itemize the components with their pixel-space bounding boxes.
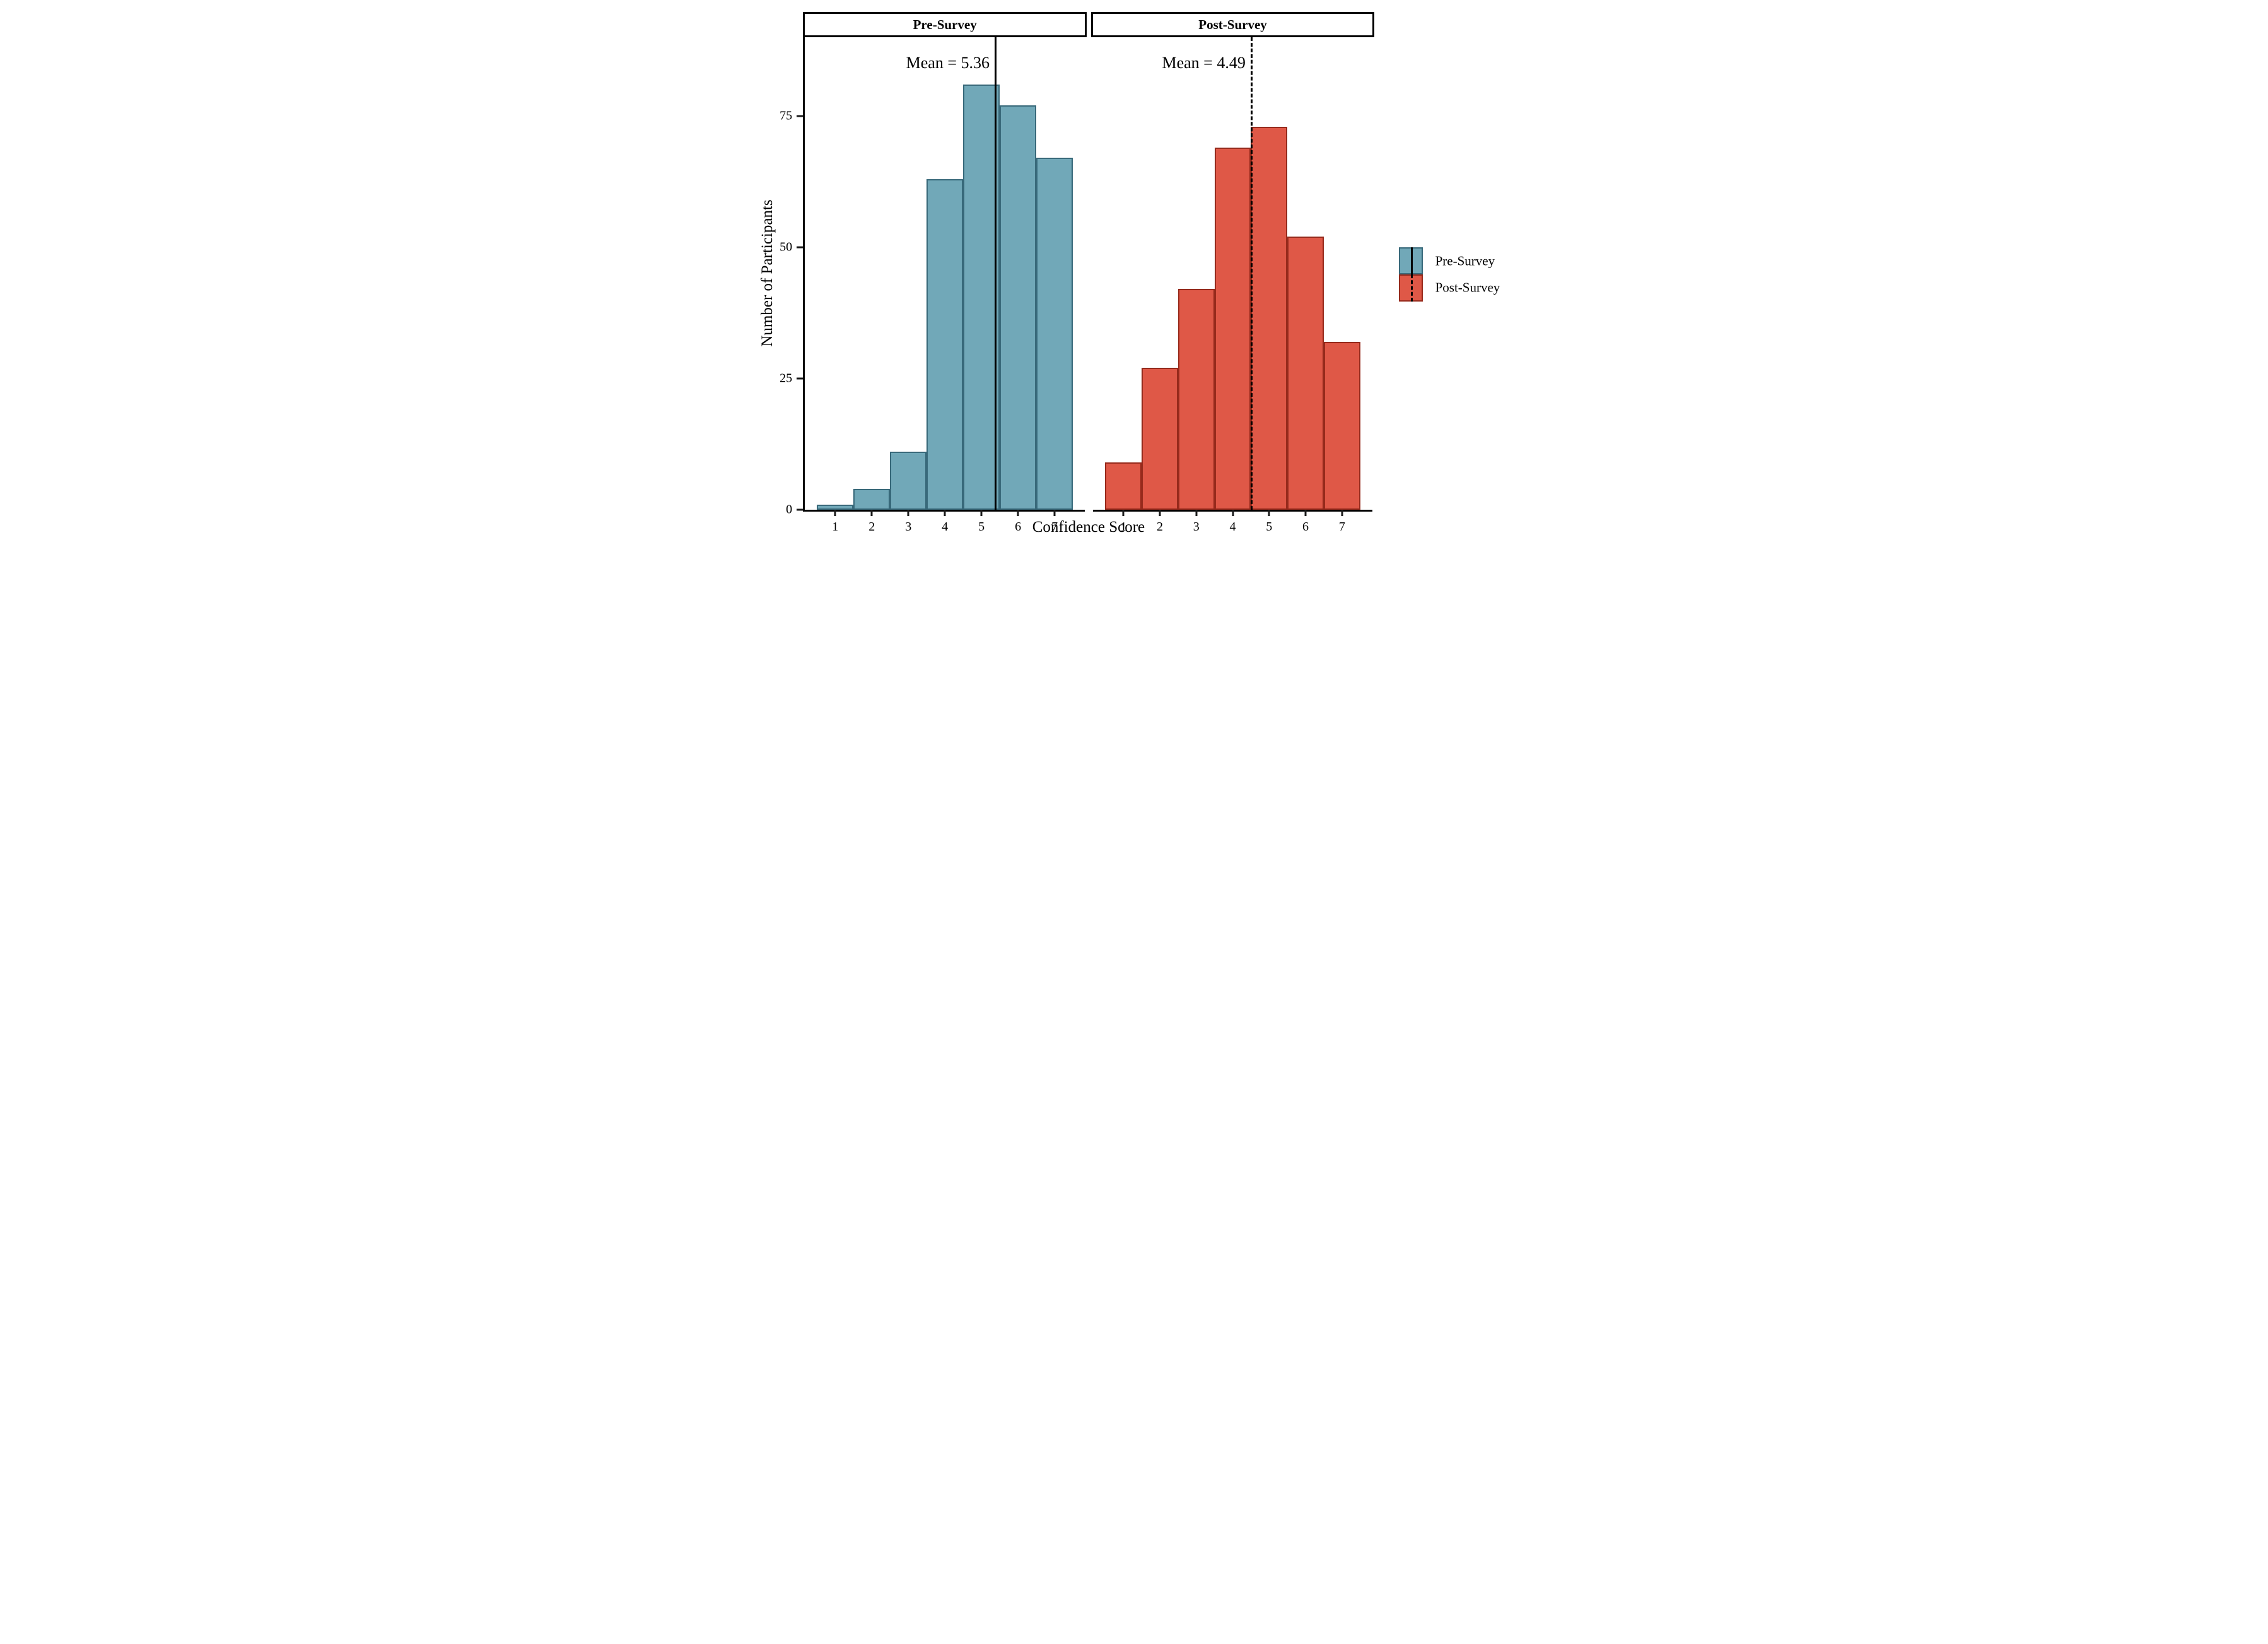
x-tick-mark-post-survey-6 bbox=[1304, 509, 1307, 516]
bar-pre-survey-7 bbox=[1036, 158, 1073, 510]
y-tick-mark-75 bbox=[797, 115, 804, 117]
bar-post-survey-1 bbox=[1105, 462, 1142, 510]
bar-pre-survey-2 bbox=[853, 488, 891, 510]
mean-annotation-pre-survey: Mean = 5.36 bbox=[906, 54, 990, 73]
legend-key-post-survey bbox=[1399, 274, 1423, 302]
x-tick-mark-post-survey-4 bbox=[1232, 509, 1234, 516]
chart-figure: Number of Participants Confidence Score … bbox=[756, 0, 1512, 549]
y-axis-title: Number of Participants bbox=[758, 199, 776, 348]
facet-strip-label: Post-Survey bbox=[1198, 16, 1267, 32]
y-tick-mark-25 bbox=[797, 377, 804, 380]
x-tick-label-pre-survey-2: 2 bbox=[868, 519, 875, 534]
y-tick-label-75: 75 bbox=[780, 109, 793, 123]
panel-post-survey: Mean = 4.49 bbox=[1093, 37, 1372, 512]
bar-post-survey-7 bbox=[1323, 341, 1360, 510]
facet-strip-post-survey: Post-Survey bbox=[1091, 12, 1374, 38]
bar-post-survey-6 bbox=[1287, 237, 1324, 510]
x-tick-mark-post-survey-1 bbox=[1122, 509, 1125, 516]
x-tick-label-post-survey-6: 6 bbox=[1302, 519, 1309, 534]
x-axis-title: Confidence Score bbox=[1032, 519, 1145, 536]
x-tick-label-post-survey-5: 5 bbox=[1266, 519, 1273, 534]
legend-label-post-survey: Post-Survey bbox=[1435, 279, 1500, 295]
panel-pre-survey: Mean = 5.36 bbox=[803, 37, 1085, 512]
x-tick-mark-pre-survey-4 bbox=[944, 509, 946, 516]
mean-line-post-survey bbox=[1250, 37, 1253, 510]
y-tick-mark-0 bbox=[797, 508, 804, 511]
y-tick-mark-50 bbox=[797, 246, 804, 249]
x-tick-label-pre-survey-7: 7 bbox=[1051, 519, 1058, 534]
x-tick-mark-pre-survey-2 bbox=[870, 509, 873, 516]
legend-key-line-solid bbox=[1411, 247, 1413, 275]
x-tick-mark-pre-survey-5 bbox=[980, 509, 983, 516]
x-tick-mark-pre-survey-3 bbox=[907, 509, 909, 516]
x-tick-label-pre-survey-3: 3 bbox=[905, 519, 912, 534]
x-tick-mark-post-survey-5 bbox=[1268, 509, 1270, 516]
bar-post-survey-3 bbox=[1178, 289, 1215, 510]
facet-strip-pre-survey: Pre-Survey bbox=[803, 12, 1087, 38]
x-tick-mark-pre-survey-7 bbox=[1053, 509, 1056, 516]
x-tick-label-post-survey-4: 4 bbox=[1229, 519, 1236, 534]
y-tick-label-0: 0 bbox=[786, 502, 793, 517]
x-tick-label-post-survey-3: 3 bbox=[1193, 519, 1200, 534]
mean-annotation-post-survey: Mean = 4.49 bbox=[1162, 54, 1246, 73]
y-axis-line bbox=[803, 37, 805, 512]
bar-post-survey-5 bbox=[1251, 126, 1288, 510]
x-tick-mark-post-survey-7 bbox=[1341, 509, 1343, 516]
x-tick-mark-pre-survey-1 bbox=[834, 509, 836, 516]
bar-post-survey-4 bbox=[1214, 147, 1251, 510]
x-tick-mark-pre-survey-6 bbox=[1017, 509, 1019, 516]
x-tick-label-post-survey-7: 7 bbox=[1338, 519, 1345, 534]
x-tick-label-post-survey-2: 2 bbox=[1157, 519, 1164, 534]
legend-key-pre-survey bbox=[1399, 247, 1423, 275]
bar-post-survey-2 bbox=[1142, 368, 1178, 510]
legend-key-line-dashed bbox=[1411, 274, 1413, 302]
x-tick-mark-post-survey-2 bbox=[1159, 509, 1161, 516]
legend-label-pre-survey: Pre-Survey bbox=[1435, 253, 1495, 269]
bar-pre-survey-4 bbox=[926, 179, 964, 510]
y-tick-label-50: 50 bbox=[780, 240, 793, 254]
bar-pre-survey-3 bbox=[890, 452, 927, 510]
y-tick-label-25: 25 bbox=[780, 371, 793, 385]
bar-pre-survey-5 bbox=[963, 84, 1000, 510]
x-tick-label-pre-survey-4: 4 bbox=[942, 519, 949, 534]
x-tick-mark-post-survey-3 bbox=[1195, 509, 1198, 516]
x-tick-label-pre-survey-1: 1 bbox=[832, 519, 839, 534]
bar-pre-survey-6 bbox=[1000, 105, 1037, 510]
mean-line-pre-survey bbox=[995, 37, 997, 510]
x-tick-label-pre-survey-5: 5 bbox=[978, 519, 985, 534]
x-tick-label-post-survey-1: 1 bbox=[1120, 519, 1127, 534]
x-tick-label-pre-survey-6: 6 bbox=[1015, 519, 1022, 534]
bar-pre-survey-1 bbox=[817, 504, 854, 510]
facet-strip-label: Pre-Survey bbox=[913, 16, 977, 32]
